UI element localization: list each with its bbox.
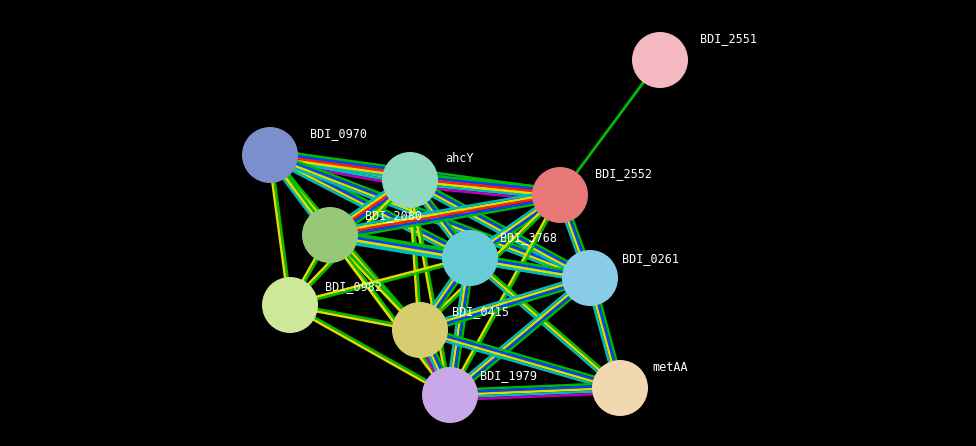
Text: BDI_3768: BDI_3768	[500, 231, 557, 244]
Circle shape	[532, 167, 588, 223]
Text: BDI_0970: BDI_0970	[310, 127, 367, 140]
Text: metAA: metAA	[652, 361, 688, 374]
Circle shape	[262, 277, 318, 333]
Circle shape	[632, 32, 688, 88]
Text: BDI_2080: BDI_2080	[365, 209, 422, 222]
Circle shape	[302, 207, 358, 263]
Text: BDI_0982: BDI_0982	[325, 280, 382, 293]
Circle shape	[592, 360, 648, 416]
Circle shape	[422, 367, 478, 423]
Text: BDI_2552: BDI_2552	[595, 167, 652, 180]
Text: BDI_1979: BDI_1979	[480, 369, 537, 382]
Text: BDI_0415: BDI_0415	[452, 305, 509, 318]
Text: BDI_2551: BDI_2551	[700, 32, 757, 45]
Circle shape	[442, 230, 498, 286]
Circle shape	[562, 250, 618, 306]
Circle shape	[392, 302, 448, 358]
Text: BDI_0261: BDI_0261	[622, 252, 679, 265]
Circle shape	[242, 127, 298, 183]
Text: ahcY: ahcY	[445, 152, 473, 165]
Circle shape	[382, 152, 438, 208]
